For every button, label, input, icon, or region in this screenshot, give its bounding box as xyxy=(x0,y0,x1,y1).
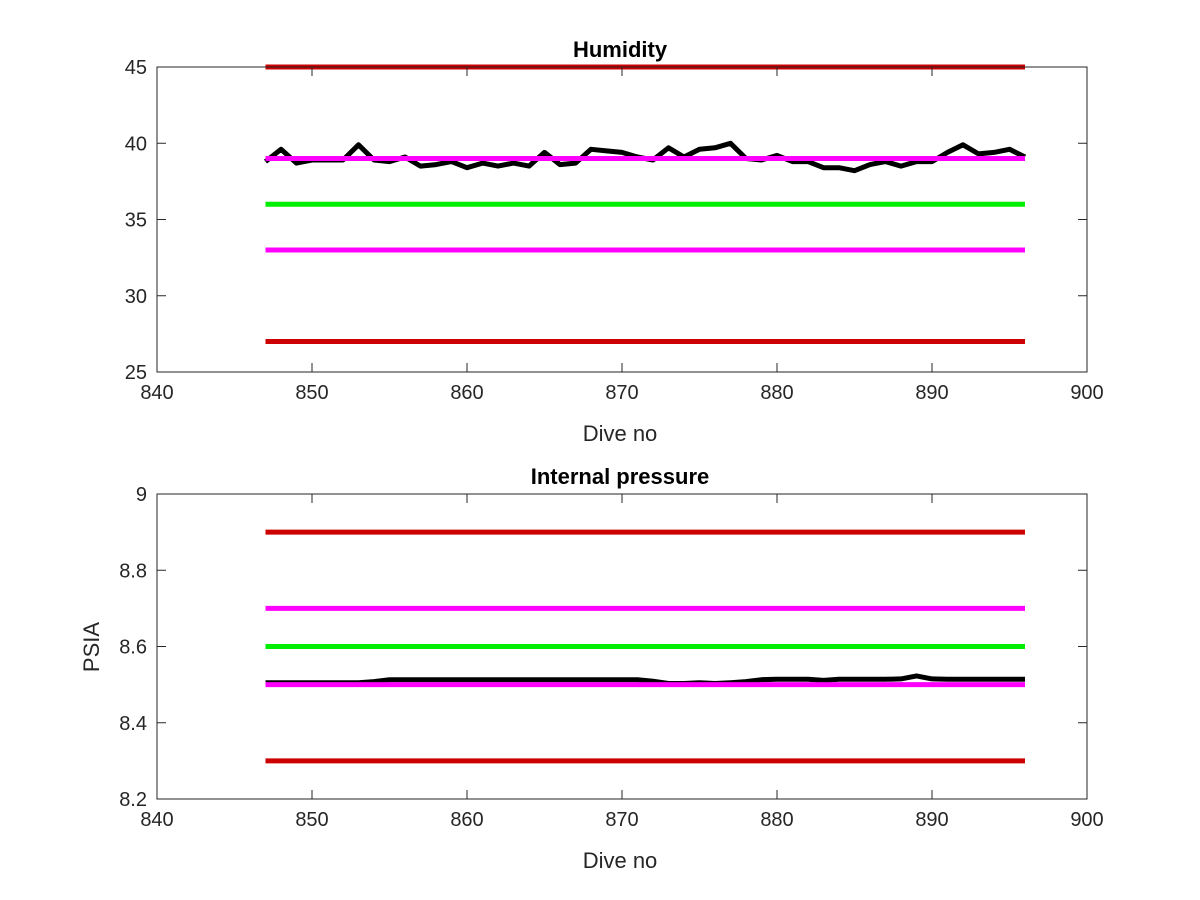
humidity-y-tick-label-0: 25 xyxy=(125,362,147,384)
pressure-x-tick-label-0: 840 xyxy=(140,809,173,831)
humidity-axes-box xyxy=(156,66,1088,373)
pressure-x-axis-label: Dive no xyxy=(583,848,658,873)
humidity-y-tick-label-3: 40 xyxy=(125,133,147,155)
pressure-y-tick-label-2: 8.6 xyxy=(119,637,147,659)
pressure-series-layer xyxy=(265,529,1025,764)
internal-pressure-subplot: Internal pressure 840 850 860 870 880 890 9008… xyxy=(79,464,1104,873)
pressure-y-tick-label-4: 9 xyxy=(136,484,147,506)
pressure-tick-layer: 840 850 860 870 880 890 900 8.2 8.4 8.6 8.8 9 xyxy=(119,484,1104,831)
pressure-y-axis-label: PSIA xyxy=(79,622,104,672)
pressure-y-tick-label-1: 8.4 xyxy=(119,713,147,735)
pressure-x-tick-label-2: 860 xyxy=(450,809,483,831)
humidity-x-tick-label-3: 870 xyxy=(605,382,638,404)
humidity-x-tick-label-0: 840 xyxy=(140,382,173,404)
pressure-x-tick-label-5: 890 xyxy=(915,809,948,831)
humidity-y-tick-label-4: 45 xyxy=(125,57,147,79)
humidity-y-tick-label-2: 35 xyxy=(125,210,147,232)
humidity-chart-title: Humidity xyxy=(573,37,668,62)
humidity-x-tick-label-4: 880 xyxy=(760,382,793,404)
pressure-y-tick-label-0: 8.2 xyxy=(119,789,147,811)
pressure-x-tick-label-6: 900 xyxy=(1070,809,1103,831)
humidity-x-tick-label-1: 850 xyxy=(295,382,328,404)
humidity-subplot: Humidity 840 850 860 870 880 890 900 25 30 35 40 45… xyxy=(125,37,1104,446)
pressure-y-tick-label-3: 8.8 xyxy=(119,560,147,582)
humidity-x-tick-label-2: 860 xyxy=(450,382,483,404)
humidity-series-layer xyxy=(263,64,1027,344)
humidity-x-tick-label-6: 900 xyxy=(1070,382,1103,404)
humidity-y-tick-label-1: 30 xyxy=(125,286,147,308)
humidity-x-axis-label: Dive no xyxy=(583,421,658,446)
humidity-tick-layer: 840 850 860 870 880 890 900 25 30 35 40 45 xyxy=(125,57,1104,404)
pressure-chart-title: Internal pressure xyxy=(531,464,710,489)
pressure-x-tick-label-4: 880 xyxy=(760,809,793,831)
pressure-series-line-0 xyxy=(265,673,1025,686)
pressure-x-tick-label-1: 850 xyxy=(295,809,328,831)
humidity-x-tick-label-5: 890 xyxy=(915,382,948,404)
pressure-x-tick-label-3: 870 xyxy=(605,809,638,831)
